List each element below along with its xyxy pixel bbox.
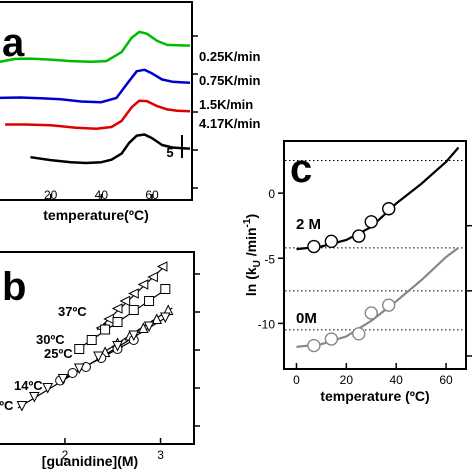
panel-b-point-37-c <box>128 288 139 299</box>
panel-b-label-30-c: 30ºC <box>36 332 65 347</box>
panel-c-frame <box>283 140 467 370</box>
panel-c-markers <box>307 202 396 353</box>
panel-c-point-2-m <box>352 229 366 243</box>
panel-c-y-tick-label--10: -10 <box>258 317 276 331</box>
panel-c-x-axis-title: temperature (ºC) <box>320 388 429 404</box>
panel-c-right-ticks <box>466 224 472 357</box>
panel-a-x-ticks: 20 40 60 <box>44 188 159 202</box>
panel-c-letter: c <box>290 147 312 191</box>
panel-a-legend-1-5k-min: 1.5K/min <box>199 97 253 112</box>
panel-c-y-ticks: 0 -5 -10 <box>258 187 284 331</box>
panel-b-point-30-c <box>128 305 139 315</box>
panel-b-point-7-c <box>29 392 40 403</box>
panel-b-right-ticks <box>194 273 200 427</box>
panel-b-point-7-c <box>128 330 140 342</box>
panel-c-series-labels: 2 M 0M <box>296 216 321 327</box>
panel-c-point-2-m <box>382 202 396 216</box>
panel-b-point-37-c <box>156 261 168 272</box>
panel-a-x-tick-label-20: 20 <box>44 188 58 202</box>
panel-a-legend-0-75k-min: 0.75K/min <box>199 73 260 88</box>
panel-c-point-2-m <box>307 239 321 254</box>
panel-a-curve-0-75k-min <box>0 68 191 104</box>
panel-b-point-37-c <box>111 303 123 314</box>
panel-b-point-30-c <box>74 344 85 354</box>
panel-a-x-tick-label-60: 60 <box>145 188 159 202</box>
panel-b-x-tick-label-2: 2 <box>62 448 69 462</box>
panel-b-point-37-c <box>137 279 149 290</box>
panel-a-scale-bar-label: 5 <box>166 145 173 160</box>
panel-b-point-7-c <box>42 383 54 394</box>
panel-c-x-tick-label-60: 60 <box>439 373 453 387</box>
panel-a-curve-1-5k-min <box>5 99 191 131</box>
panel-c-x-tick-label-0: 0 <box>293 373 300 387</box>
panel-b-label-7-c: 7ºC <box>0 398 14 413</box>
panel-c-label-2-m: 2 M <box>296 216 321 233</box>
panel-a-legend-0-25k-min: 0.25K/min <box>199 49 260 64</box>
panel-b-point-25-c <box>151 313 163 324</box>
panel-a-legend-4-17k-min: 4.17K/min <box>199 116 260 131</box>
panel-b-point-7-c <box>160 312 171 324</box>
panel-b-point-14-c <box>67 368 78 378</box>
panel-b-point-7-c <box>57 374 69 385</box>
panel-c-point-0m <box>352 327 366 341</box>
panel-b-label-14-c: 14ºC <box>14 378 43 393</box>
panel-c-point-0m <box>324 332 339 346</box>
panel-a-right-ticks <box>192 35 198 189</box>
panel-c-x-tick-label-20: 20 <box>340 373 354 387</box>
panel-a-curve-0-25k-min <box>0 30 191 64</box>
panel-a-curves <box>0 30 191 165</box>
panel-b-point-7-c <box>73 363 85 375</box>
panel-b-point-25-c <box>138 322 149 333</box>
panel-c-y-tick-label--5: -5 <box>264 252 275 266</box>
panel-b-point-37-c <box>147 271 158 283</box>
panel-c-point-0m <box>307 338 321 353</box>
panel-c-point-2-m <box>324 234 339 249</box>
panel-a-x-axis-title: temperature(ºC) <box>43 207 148 223</box>
panel-b-point-30-c <box>86 335 97 345</box>
panel-b-point-30-c <box>100 324 111 335</box>
panel-b-point-7-c <box>93 351 104 363</box>
panel-a-x-tick-label-40: 40 <box>95 188 109 202</box>
panel-c-x-ticks: 0 20 40 60 <box>293 363 453 387</box>
panel-b-point-37-c <box>119 295 131 307</box>
panel-b-frame <box>0 251 195 445</box>
panel-a: a 20 40 60 temperature(ºC) 5 0.25K/min 0.75… <box>0 1 260 223</box>
panel-c-fit-2-m <box>296 146 460 251</box>
panel-b-point-7-c <box>143 321 155 333</box>
panel-a-frame <box>0 1 193 201</box>
panel-b-point-7-c <box>16 401 28 412</box>
panel-c-point-0m <box>364 306 378 320</box>
panel-c-point-0m <box>382 298 396 312</box>
panel-b: b 37ºC30ºC25ºC14ºC7ºC 23 [guanidine](M) <box>0 251 200 469</box>
panel-a-letter: a <box>2 21 25 65</box>
panel-c-point-2-m <box>364 215 378 229</box>
panel-c-fit-lines <box>296 146 460 348</box>
panel-b-point-7-c <box>112 341 123 352</box>
panel-c: c 0 20 40 60 0-5-10 2 M0M temperature (ºC) … <box>242 140 472 404</box>
panel-a-curve-4-17k-min <box>30 133 191 165</box>
panel-c-label-0m: 0M <box>296 310 317 327</box>
panel-c-fit-0m <box>296 246 460 348</box>
panel-b-point-30-c <box>144 296 155 306</box>
panel-b-label-37-c: 37ºC <box>58 304 87 319</box>
panel-c-y-axis-title: ln (kU /min-1) <box>242 214 263 296</box>
panel-b-markers <box>16 261 174 412</box>
panel-b-x-tick-label-3: 3 <box>157 448 164 462</box>
panel-c-y-tick-label-0: 0 <box>268 187 275 201</box>
panel-b-label-25-c: 25ºC <box>44 346 73 361</box>
panel-b-point-30-c <box>112 317 123 327</box>
panel-b-point-30-c <box>160 284 171 294</box>
panel-b-x-axis-title: [guanidine](M) <box>42 453 138 469</box>
panel-c-x-tick-label-40: 40 <box>390 373 404 387</box>
panel-a-legend: 0.25K/min 0.75K/min 1.5K/min 4.17K/min <box>199 49 260 131</box>
panel-b-letter: b <box>2 265 26 309</box>
